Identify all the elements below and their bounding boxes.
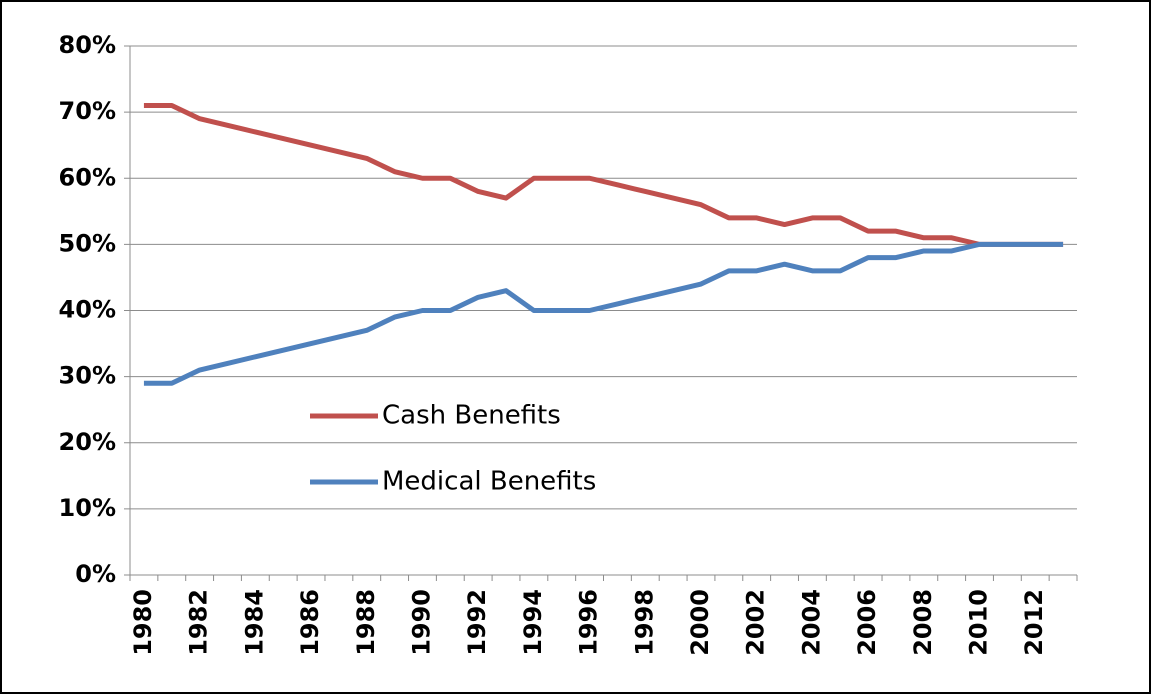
line-series	[143, 103, 1064, 247]
y-tick-label: 70%	[59, 97, 116, 125]
y-tick-label: 80%	[59, 31, 116, 59]
x-tick-label: 1980	[129, 589, 157, 656]
x-tick-label: 2012	[1020, 589, 1048, 656]
x-tick-label: 1984	[240, 589, 268, 656]
x-tick-label: 2000	[686, 589, 714, 656]
x-tick-label: 1998	[630, 589, 658, 656]
y-tick-label: 0%	[75, 560, 116, 588]
x-tick-label: 1996	[575, 589, 603, 656]
x-tick-label: 1990	[407, 589, 435, 656]
y-tick-label: 60%	[59, 163, 116, 191]
x-tick-label: 2004	[797, 589, 825, 656]
legend-label: Cash Benefits	[382, 401, 561, 431]
y-tick-label: 30%	[59, 362, 116, 390]
x-tick-label: 1988	[352, 589, 380, 656]
x-tick-label: 1992	[463, 589, 491, 656]
x-tick-label: 1994	[519, 589, 547, 656]
y-tick-label: 20%	[59, 428, 116, 456]
x-tick-label: 2010	[965, 589, 993, 656]
y-tick-label: 40%	[59, 296, 116, 324]
line-series	[143, 241, 1064, 386]
y-tick-label: 10%	[59, 494, 116, 522]
x-tick-label: 2002	[742, 589, 770, 656]
x-tick-label: 2008	[909, 589, 937, 656]
legend-label: Medical Benefits	[382, 467, 596, 497]
x-tick-label: 1986	[296, 589, 324, 656]
x-tick-label: 2006	[853, 589, 881, 656]
x-tick-label: 1982	[185, 589, 213, 656]
y-tick-label: 50%	[59, 229, 116, 257]
